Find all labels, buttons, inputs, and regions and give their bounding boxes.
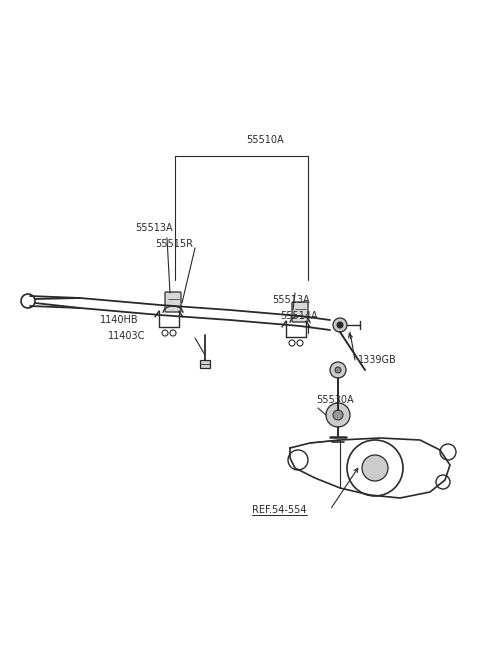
FancyBboxPatch shape <box>200 360 210 368</box>
Circle shape <box>162 330 168 336</box>
Circle shape <box>333 410 343 420</box>
Circle shape <box>337 322 343 328</box>
Text: 11403C: 11403C <box>108 331 145 341</box>
Circle shape <box>362 455 388 481</box>
Circle shape <box>297 340 303 346</box>
FancyBboxPatch shape <box>292 302 308 322</box>
Text: 1140HB: 1140HB <box>100 315 139 325</box>
Circle shape <box>333 318 347 332</box>
Text: 55515R: 55515R <box>155 239 193 249</box>
Text: 55513A: 55513A <box>272 295 310 305</box>
FancyBboxPatch shape <box>165 292 181 312</box>
Text: REF.54-554: REF.54-554 <box>252 505 307 515</box>
Circle shape <box>326 403 350 427</box>
Circle shape <box>170 330 176 336</box>
Circle shape <box>330 362 346 378</box>
Text: 55510A: 55510A <box>246 135 284 145</box>
Text: 55514A: 55514A <box>280 311 318 321</box>
Text: 1339GB: 1339GB <box>358 355 397 365</box>
Text: 55530A: 55530A <box>316 395 354 405</box>
Circle shape <box>335 367 341 373</box>
Circle shape <box>289 340 295 346</box>
Text: 55513A: 55513A <box>135 223 173 233</box>
